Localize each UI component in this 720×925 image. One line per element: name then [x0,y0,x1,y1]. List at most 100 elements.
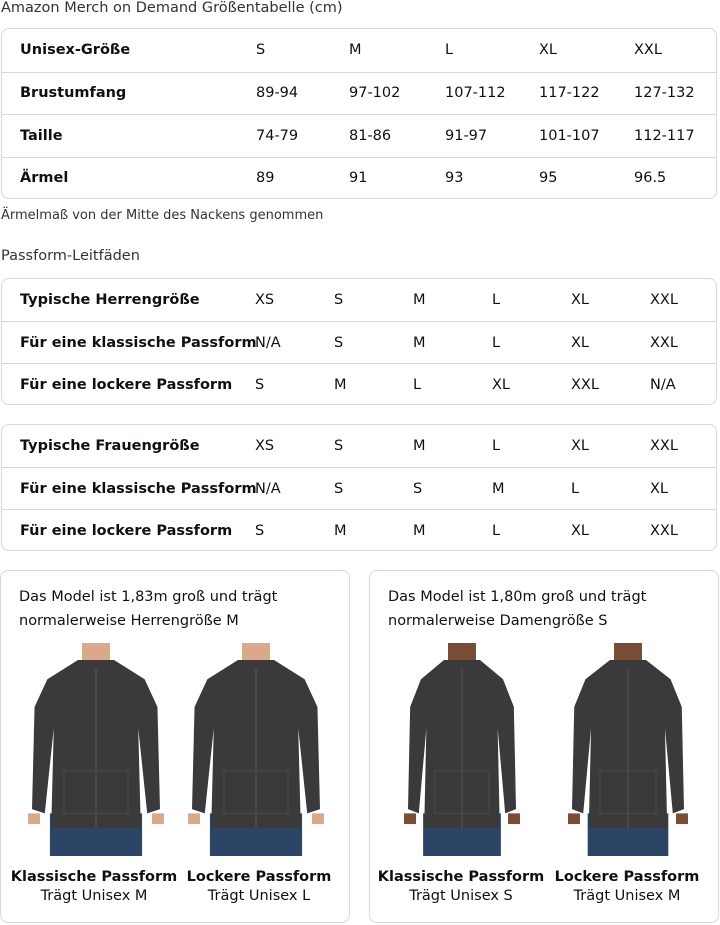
table-cell: S [334,480,344,497]
table-cell: M [413,522,426,539]
neck [614,643,642,665]
table-cell: XXL [650,522,678,539]
model-photo [188,643,324,856]
neck [82,643,110,665]
table-cell: L [492,292,501,308]
table-cell: L [445,42,454,59]
model-photo [568,643,688,856]
table-cell: XL [571,292,590,308]
table-cell: M [334,376,347,393]
fit-label: Klassische Passform [10,869,178,885]
table-row: Taille 74-79 81-86 91-97 101-107 112-117 [2,114,716,157]
table-cell: 112-117 [634,127,695,144]
row-label: Typische Frauengröße [20,438,200,454]
table-cell: 89-94 [256,85,299,102]
table-cell: S [334,438,344,454]
wears-label: Trägt Unisex L [207,888,311,904]
women-fit-table: Typische Frauengröße XS S M L XL XXL Für eine k… [1,424,717,551]
model-description: normalerweise Damengröße S [388,613,608,629]
table-cell: 89 [256,170,275,187]
table-cell: 97-102 [349,85,401,102]
table-row: Typische Frauengröße XS S M L XL XXL [2,425,716,467]
table-cell: XS [255,292,275,308]
table-row: Für eine klassische Passform N/A S S M L XL [2,467,716,509]
wears-label: Trägt Unisex M [573,888,681,904]
table-cell: L [492,522,501,539]
table-cell: 91-97 [445,127,488,144]
table-cell: 81-86 [349,127,392,144]
table-cell: XL [539,42,558,59]
model-photo [404,643,520,856]
table-cell: N/A [255,480,281,497]
table-cell: 95 [539,170,558,187]
table-cell: 101-107 [539,127,600,144]
model-description: Das Model ist 1,80m groß und trägt [388,589,647,605]
table-cell: S [413,480,423,497]
table-cell: XL [571,522,590,539]
table-cell: XXL [650,334,678,351]
neck [242,643,270,665]
table-cell: 107-112 [445,85,506,102]
table-row: Typische Herrengröße XS S M L XL XXL [2,279,716,321]
row-label: Für eine lockere Passform [20,522,233,539]
table-row: Brustumfang 89-94 97-102 107-112 117-122 127-… [2,71,716,115]
table-cell: M [334,522,347,539]
table-cell: XL [650,480,669,497]
fit-label: Klassische Passform [377,869,545,885]
women-model-card: Das Model ist 1,80m groß und trägt normal… [369,570,719,923]
table-cell: XXL [634,42,662,59]
row-label: Unisex-Größe [20,42,131,59]
wears-label: Trägt Unisex S [409,888,513,904]
table-cell: S [334,292,344,308]
fit-guide-title: Passform-Leitfäden [1,248,140,264]
table-row: Für eine lockere Passform S M M L XL XXL [2,509,716,551]
row-label: Ärmel [20,170,69,187]
table-cell: M [492,480,505,497]
table-cell: N/A [650,376,676,393]
neck [448,643,476,665]
table-cell: N/A [255,334,281,351]
table-cell: M [413,334,426,351]
table-cell: 91 [349,170,368,187]
fit-label: Lockere Passform [186,869,332,885]
table-row: Ärmel 89 91 93 95 96.5 [2,156,716,200]
table-cell: L [492,438,501,454]
table-cell: 93 [445,170,464,187]
table-cell: M [413,438,426,454]
table-cell: 96.5 [634,170,667,187]
table-row: Für eine klassische Passform N/A S M L XL XXL [2,321,716,363]
table-cell: L [492,334,501,351]
wears-label: Trägt Unisex M [40,888,148,904]
table-cell: XL [492,376,511,393]
row-label: Für eine klassische Passform [20,334,257,351]
model-description: normalerweise Herrengröße M [19,613,239,629]
table-cell: XL [571,334,590,351]
table-row: Unisex-Größe S M L XL XXL [2,29,716,72]
row-label: Brustumfang [20,85,127,102]
table-row: Für eine lockere Passform S M L XL XXL N/A [2,363,716,405]
table-cell: S [256,42,266,59]
table-cell: S [255,522,265,539]
model-photo [28,643,164,856]
row-label: Für eine klassische Passform [20,480,257,497]
table-cell: L [413,376,422,393]
men-fit-table: Typische Herrengröße XS S M L XL XXL Für eine k… [1,278,717,405]
fit-label: Lockere Passform [554,869,700,885]
size-chart-title: Amazon Merch on Demand Größentabelle (cm… [1,0,343,16]
model-description: Das Model ist 1,83m groß und trägt [19,589,278,605]
men-model-card: Das Model ist 1,83m groß und trägt normal… [0,570,350,923]
sleeve-note: Ärmelmaß von der Mitte des Nackens genom… [1,208,324,223]
unisex-size-table: Unisex-Größe S M L XL XXL Brustumfang 89-94 97-1… [1,28,717,199]
table-cell: XS [255,438,275,454]
row-label: Taille [20,127,63,144]
table-cell: M [349,42,362,59]
table-cell: L [571,480,580,497]
table-cell: XXL [650,292,678,308]
row-label: Für eine lockere Passform [20,376,233,393]
table-cell: 127-132 [634,85,695,102]
table-cell: S [334,334,344,351]
table-cell: S [255,376,265,393]
table-cell: XL [571,438,590,454]
table-cell: M [413,292,426,308]
row-label: Typische Herrengröße [20,292,200,308]
